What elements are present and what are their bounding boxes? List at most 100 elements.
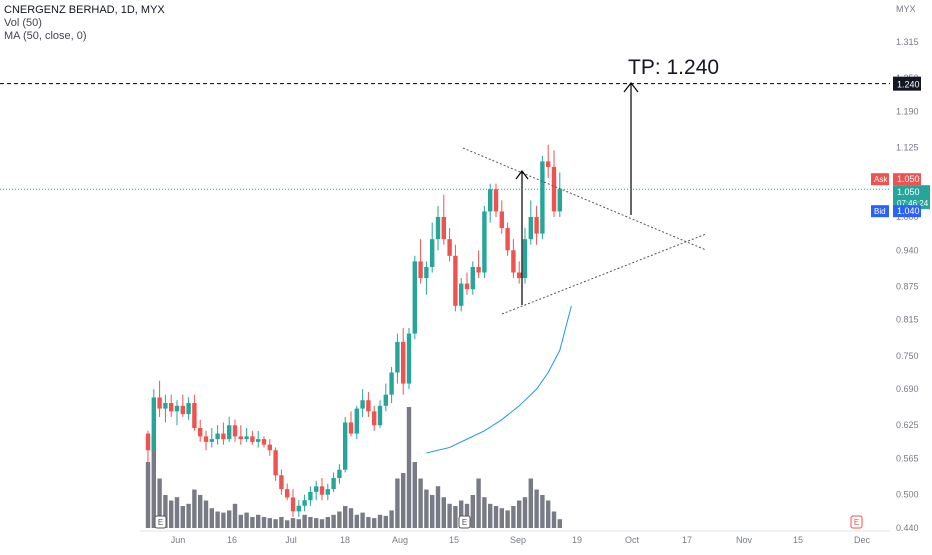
candle-body bbox=[273, 450, 278, 476]
candle-body bbox=[238, 436, 243, 440]
candle-body bbox=[198, 428, 203, 437]
volume-bar bbox=[406, 407, 412, 528]
volume-bar bbox=[482, 497, 487, 528]
x-tick-label: Jul bbox=[285, 535, 297, 545]
volume-bar bbox=[163, 495, 168, 528]
candle-body bbox=[232, 425, 238, 437]
candle-body bbox=[314, 486, 319, 492]
last-price-label: 1.050 bbox=[897, 187, 920, 197]
candle-body bbox=[256, 439, 261, 442]
volume-bar bbox=[540, 495, 545, 528]
volume-bar bbox=[511, 506, 516, 528]
candle-body bbox=[424, 266, 429, 279]
volume-bar bbox=[447, 503, 452, 528]
volume-bar bbox=[395, 478, 400, 528]
volume-bar bbox=[319, 519, 325, 528]
volume-bar bbox=[383, 515, 388, 528]
volume-bar bbox=[551, 511, 557, 528]
earnings-marker bbox=[154, 515, 167, 529]
target-price-box bbox=[893, 76, 921, 91]
volume-bar bbox=[256, 514, 261, 528]
volume-bar bbox=[348, 508, 354, 528]
volume-bar bbox=[145, 462, 151, 528]
volume-bar bbox=[244, 512, 249, 528]
candle-body bbox=[343, 422, 348, 470]
measure-arrowhead-1 bbox=[515, 170, 529, 180]
candle-body bbox=[430, 239, 435, 267]
x-tick-label: Jun bbox=[171, 535, 186, 545]
volume-bar bbox=[459, 500, 464, 528]
candle-body bbox=[418, 261, 423, 279]
y-tick-label: 0.750 bbox=[896, 351, 919, 361]
candle-body bbox=[441, 216, 446, 240]
volume-bar bbox=[273, 519, 278, 528]
x-tick-label: Nov bbox=[736, 535, 753, 545]
earnings-marker bbox=[458, 515, 471, 529]
candle-body bbox=[209, 439, 214, 442]
lower-trendline bbox=[501, 233, 707, 315]
volume-bar bbox=[366, 517, 371, 528]
candle-body bbox=[505, 228, 510, 251]
volume-bar bbox=[232, 503, 238, 528]
volume-bar bbox=[261, 517, 267, 528]
volume-bar bbox=[296, 519, 301, 528]
volume-bar bbox=[360, 512, 365, 528]
earnings-marker-glyph: E bbox=[462, 518, 467, 527]
candle-body bbox=[488, 189, 493, 212]
volume-bar bbox=[435, 486, 441, 528]
measure-arrowhead-2 bbox=[623, 82, 639, 93]
candle-body bbox=[348, 422, 354, 434]
candle-body bbox=[517, 272, 522, 279]
volume-bar bbox=[314, 518, 319, 528]
candle-body bbox=[203, 436, 209, 442]
candle-body bbox=[192, 403, 197, 429]
volume-bar bbox=[157, 478, 162, 528]
candle-body bbox=[174, 405, 180, 412]
volume-bar bbox=[209, 508, 214, 528]
volume-bar bbox=[493, 506, 499, 528]
candle-body bbox=[522, 239, 528, 279]
candle-body bbox=[447, 239, 452, 256]
volume-bar bbox=[528, 478, 533, 528]
volume-bar bbox=[331, 514, 336, 528]
candle-body bbox=[528, 216, 533, 240]
candle-body bbox=[145, 433, 151, 451]
volume-bar bbox=[221, 512, 226, 528]
tp-annotation: TP: 1.240 bbox=[628, 56, 719, 79]
x-tick-label: Sep bbox=[510, 535, 526, 545]
candle-body bbox=[383, 394, 388, 406]
target-price-label: 1.240 bbox=[897, 80, 920, 90]
candle-body bbox=[459, 283, 464, 306]
volume-bar bbox=[343, 506, 348, 528]
ask-tag bbox=[871, 173, 889, 186]
ma-line bbox=[426, 305, 572, 454]
candle-body bbox=[157, 397, 162, 409]
upper-trendline bbox=[462, 147, 707, 251]
bid-tag bbox=[871, 205, 889, 218]
volume-bar bbox=[389, 510, 394, 528]
volume-bar bbox=[534, 489, 539, 528]
x-tick-label: Oct bbox=[625, 535, 640, 545]
volume-bar bbox=[441, 497, 446, 528]
volume-bar bbox=[308, 517, 313, 528]
candle-body bbox=[267, 444, 272, 451]
volume-bar bbox=[401, 473, 406, 528]
candle-body bbox=[169, 403, 174, 412]
volume-bar bbox=[476, 478, 481, 528]
volume-bar bbox=[517, 500, 522, 528]
volume-bar bbox=[227, 510, 232, 528]
candle-body bbox=[244, 436, 249, 440]
candle-body bbox=[372, 411, 377, 426]
volume-bar bbox=[203, 500, 209, 528]
candle-body bbox=[493, 189, 499, 212]
candle-body bbox=[319, 486, 325, 495]
volume-bar bbox=[198, 495, 203, 528]
candle-body bbox=[261, 439, 267, 445]
volume-bar bbox=[180, 506, 185, 528]
candle-body bbox=[296, 505, 301, 512]
volume-bar bbox=[279, 517, 284, 528]
volume-bar bbox=[169, 500, 174, 528]
y-tick-label: 0.500 bbox=[896, 490, 919, 500]
